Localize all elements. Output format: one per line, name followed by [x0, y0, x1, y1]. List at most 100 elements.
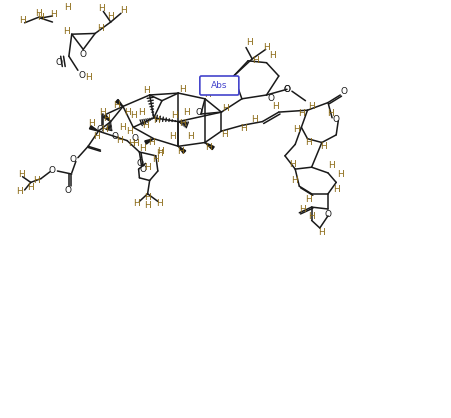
Text: H: H: [28, 183, 34, 192]
Text: H: H: [139, 145, 146, 153]
Text: H: H: [87, 119, 94, 128]
Text: H: H: [328, 161, 335, 170]
Text: O: O: [80, 50, 87, 59]
Text: H: H: [148, 138, 155, 147]
Polygon shape: [205, 143, 214, 150]
Text: H: H: [177, 147, 184, 156]
Text: H: H: [132, 139, 138, 148]
Text: H: H: [204, 90, 211, 99]
Text: Abs: Abs: [211, 81, 228, 90]
Text: H: H: [179, 85, 186, 94]
Text: O: O: [64, 186, 71, 195]
Polygon shape: [145, 139, 154, 144]
Text: O: O: [132, 134, 139, 143]
Text: H: H: [107, 12, 114, 21]
Text: H: H: [333, 186, 340, 194]
Text: H: H: [308, 212, 315, 221]
Text: H: H: [187, 133, 194, 141]
Text: H: H: [120, 123, 126, 132]
Text: H: H: [144, 201, 151, 210]
Text: H: H: [36, 9, 42, 18]
Text: H: H: [320, 142, 327, 151]
Text: H: H: [183, 107, 190, 117]
Text: H: H: [272, 102, 279, 111]
Text: H: H: [50, 10, 57, 19]
Text: H: H: [263, 43, 270, 52]
Text: H: H: [138, 107, 145, 117]
Text: H: H: [144, 163, 151, 172]
Text: H: H: [171, 112, 178, 120]
Text: H: H: [64, 3, 71, 12]
Text: O: O: [333, 115, 340, 124]
Text: H: H: [337, 170, 344, 178]
Text: O: O: [56, 58, 63, 67]
Text: O: O: [341, 87, 348, 97]
Text: H: H: [127, 127, 133, 135]
Text: H: H: [37, 13, 44, 22]
Polygon shape: [89, 126, 98, 131]
Polygon shape: [178, 146, 186, 153]
Text: O: O: [284, 85, 290, 94]
Text: O: O: [78, 71, 86, 80]
Text: H: H: [152, 155, 159, 164]
Text: H: H: [93, 133, 100, 141]
Text: O: O: [97, 125, 104, 135]
Text: H: H: [116, 136, 123, 145]
Text: H: H: [169, 133, 175, 141]
Text: H: H: [156, 149, 163, 158]
Text: H: H: [101, 125, 108, 134]
Text: H: H: [130, 112, 137, 120]
Text: O: O: [111, 132, 118, 140]
Polygon shape: [103, 115, 110, 122]
Text: H: H: [85, 74, 92, 82]
Text: H: H: [143, 86, 150, 95]
Text: H: H: [120, 6, 127, 15]
Text: H: H: [33, 176, 39, 185]
Text: H: H: [142, 121, 149, 130]
Text: H: H: [308, 102, 315, 111]
Text: H: H: [99, 107, 106, 117]
Text: O: O: [284, 85, 290, 94]
Text: H: H: [251, 115, 258, 124]
Text: O: O: [139, 166, 146, 174]
Text: H: H: [299, 204, 306, 214]
Text: H: H: [222, 104, 229, 113]
Text: H: H: [327, 110, 333, 118]
Text: H: H: [114, 101, 120, 110]
Text: H: H: [205, 143, 212, 152]
Text: H: H: [221, 130, 228, 139]
Text: H: H: [318, 228, 325, 237]
Text: H: H: [289, 160, 296, 169]
Text: O: O: [325, 210, 331, 219]
Text: H: H: [97, 24, 104, 33]
Text: H: H: [16, 187, 23, 196]
Text: H: H: [124, 107, 130, 117]
Text: H: H: [305, 138, 312, 147]
Text: H: H: [179, 119, 186, 128]
Text: H: H: [128, 139, 134, 148]
Text: O: O: [267, 94, 274, 103]
Text: H: H: [19, 16, 26, 25]
FancyBboxPatch shape: [200, 76, 239, 95]
Text: H: H: [157, 147, 164, 156]
Text: O: O: [137, 159, 144, 168]
Text: H: H: [291, 176, 298, 185]
Text: H: H: [269, 51, 276, 60]
Text: H: H: [305, 195, 312, 204]
Text: H: H: [18, 170, 25, 178]
Polygon shape: [115, 99, 123, 107]
Text: H: H: [144, 193, 151, 202]
Text: H: H: [98, 4, 105, 13]
Text: H: H: [64, 27, 70, 36]
Text: O: O: [69, 155, 77, 164]
Text: O: O: [195, 107, 202, 117]
Text: H: H: [252, 56, 258, 65]
Text: H: H: [246, 38, 253, 47]
Text: H: H: [153, 116, 160, 125]
Text: H: H: [298, 110, 305, 118]
Text: H: H: [240, 124, 247, 133]
Text: H: H: [103, 114, 110, 123]
Text: H: H: [133, 199, 139, 208]
Text: H: H: [156, 199, 163, 208]
Text: H: H: [294, 125, 300, 134]
